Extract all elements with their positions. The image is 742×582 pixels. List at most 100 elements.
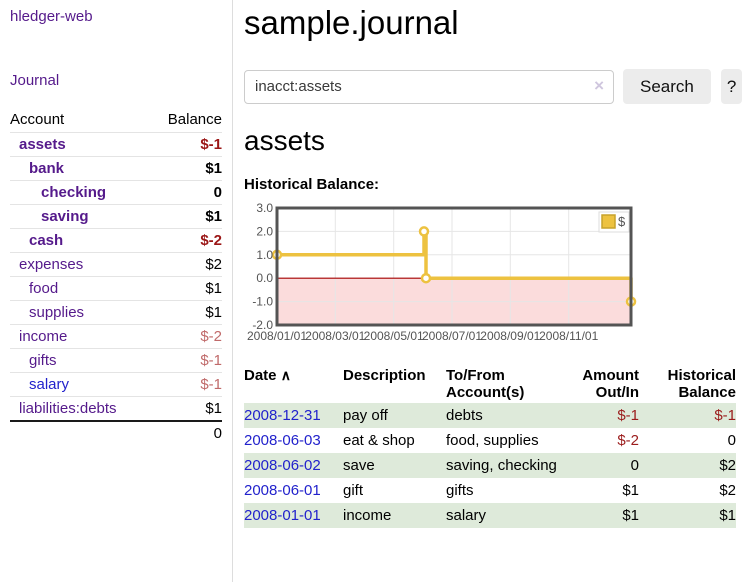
search-input[interactable] xyxy=(244,69,614,104)
register-header-balance: Historical Balance xyxy=(667,367,736,401)
account-row-food: food $1 xyxy=(10,276,222,301)
account-link-checking[interactable]: checking xyxy=(41,184,107,201)
transaction-description: pay off xyxy=(343,403,446,428)
transaction-amount: $-1 xyxy=(558,403,639,428)
accounts-total-value: 0 xyxy=(150,420,222,445)
register-header-date[interactable]: Date ∧ xyxy=(244,365,343,403)
transaction-amount: $1 xyxy=(622,482,639,499)
transaction-accounts: saving, checking xyxy=(446,453,558,478)
historical-balance-chart: $ 3.0 2.0 1.0 0.0 -1.0 -2.0 2008/01/01 2… xyxy=(247,201,637,343)
search-button[interactable]: Search xyxy=(623,69,711,104)
app-title-link[interactable]: hledger-web xyxy=(10,8,93,25)
accounts-table: Account Balance assets $-1 bank $1 check… xyxy=(10,108,222,445)
transaction-date-link[interactable]: 2008-12-31 xyxy=(244,407,321,424)
svg-text:-1.0: -1.0 xyxy=(252,295,273,309)
account-link-income[interactable]: income xyxy=(19,328,68,345)
account-row-cash: cash $-2 xyxy=(10,228,222,253)
account-balance: $-2 xyxy=(150,228,222,253)
sidebar-item-journal[interactable]: Journal xyxy=(10,72,60,89)
account-balance: $-1 xyxy=(150,132,222,157)
transaction-date-link[interactable]: 2008-01-01 xyxy=(244,507,321,524)
transaction-accounts: gifts xyxy=(446,482,474,499)
svg-text:-2.0: -2.0 xyxy=(252,318,273,332)
svg-text:2.0: 2.0 xyxy=(256,224,273,238)
transaction-date-link[interactable]: 2008-06-02 xyxy=(244,457,321,474)
register-row: 2008-06-03 eat & shop food, supplies $-2… xyxy=(244,428,736,453)
account-balance: $1 xyxy=(150,396,222,421)
svg-text:2008/09/01: 2008/09/01 xyxy=(480,329,540,343)
account-balance: $1 xyxy=(150,204,222,229)
clear-search-icon[interactable]: × xyxy=(594,75,604,95)
accounts-header-balance: Balance xyxy=(167,111,222,128)
account-row-supplies: supplies $1 xyxy=(10,300,222,325)
account-balance: $-1 xyxy=(150,348,222,373)
account-row-assets: assets $-1 xyxy=(10,132,222,157)
transaction-amount: 0 xyxy=(558,453,639,478)
transaction-accounts: debts xyxy=(446,403,558,428)
transaction-balance: $2 xyxy=(639,453,736,478)
page-title: sample.journal xyxy=(244,4,459,41)
account-link-food[interactable]: food xyxy=(29,280,59,297)
account-heading: assets xyxy=(244,125,325,156)
transaction-balance: $2 xyxy=(719,482,736,499)
register-header-description: Description xyxy=(343,367,426,384)
account-row-saving: saving $1 xyxy=(10,204,222,229)
account-balance: $-2 xyxy=(150,324,222,349)
y-axis-labels: 3.0 2.0 1.0 0.0 -1.0 -2.0 xyxy=(252,201,273,332)
help-button[interactable]: ? xyxy=(720,69,742,104)
account-balance: 0 xyxy=(150,180,222,205)
sidebar: hledger-web Journal Account Balance asse… xyxy=(0,0,233,582)
account-balance: $1 xyxy=(150,156,222,181)
svg-text:0.0: 0.0 xyxy=(256,271,273,285)
svg-text:2008/03/01: 2008/03/01 xyxy=(305,329,365,343)
accounts-total-row: 0 xyxy=(10,420,222,445)
account-balance: $1 xyxy=(150,276,222,301)
account-row-bank: bank $1 xyxy=(10,156,222,181)
svg-text:3.0: 3.0 xyxy=(256,201,273,215)
svg-text:1.0: 1.0 xyxy=(256,248,273,262)
transaction-balance: $1 xyxy=(639,503,736,528)
transaction-description: eat & shop xyxy=(343,432,415,449)
svg-text:2008/11/01: 2008/11/01 xyxy=(539,329,598,343)
register-table: Date ∧ Description To/From Account(s) Am… xyxy=(244,365,736,528)
account-balance: $2 xyxy=(150,252,222,277)
transaction-balance: 0 xyxy=(727,432,736,449)
negative-region xyxy=(278,278,630,324)
register-row: 2008-06-01 gift gifts $1 $2 xyxy=(244,478,736,503)
account-link-bank[interactable]: bank xyxy=(29,160,65,177)
account-row-gifts: gifts $-1 xyxy=(10,348,222,373)
sort-ascending-icon: ∧ xyxy=(280,367,291,383)
svg-text:2008/01/01: 2008/01/01 xyxy=(247,329,307,343)
x-axis-labels: 2008/01/01 2008/03/01 2008/05/01 2008/07… xyxy=(247,329,599,343)
transaction-date-link[interactable]: 2008-06-03 xyxy=(244,432,321,449)
account-row-expenses: expenses $2 xyxy=(10,252,222,277)
transaction-description: gift xyxy=(343,482,364,499)
accounts-total-spacer xyxy=(10,420,151,445)
register-row: 2008-01-01 income salary $1 $1 xyxy=(244,503,736,528)
chart-legend: $ xyxy=(598,211,630,233)
account-link-expenses[interactable]: expenses xyxy=(19,256,84,273)
account-row-income: income $-2 xyxy=(10,324,222,349)
register-row: 2008-06-02 save saving, checking 0 $2 xyxy=(244,453,736,478)
legend-label: $ xyxy=(618,214,626,229)
account-link-salary[interactable]: salary xyxy=(29,376,70,393)
account-row-salary: salary $-1 xyxy=(10,372,222,397)
transaction-date-link[interactable]: 2008-06-01 xyxy=(244,482,321,499)
account-link-cash[interactable]: cash xyxy=(29,232,64,249)
legend-swatch-icon xyxy=(601,214,616,229)
transaction-description: save xyxy=(343,453,446,478)
account-link-gifts[interactable]: gifts xyxy=(29,352,57,369)
plot-border xyxy=(275,206,633,327)
register-header-row: Date ∧ Description To/From Account(s) Am… xyxy=(244,365,736,403)
account-link-saving[interactable]: saving xyxy=(41,208,89,225)
account-balance: $1 xyxy=(150,300,222,325)
register-header-date-label: Date xyxy=(244,367,277,384)
account-link-assets[interactable]: assets xyxy=(19,136,66,153)
svg-text:2008/05/01: 2008/05/01 xyxy=(364,329,424,343)
register-header-accounts: To/From Account(s) xyxy=(446,367,525,401)
account-link-supplies[interactable]: supplies xyxy=(29,304,85,321)
accounts-header-account: Account xyxy=(10,111,65,128)
account-link-liabilities-debts[interactable]: liabilities:debts xyxy=(19,400,117,417)
transaction-amount: $-2 xyxy=(617,432,639,449)
main-content: sample.journal × Search ? assets Histori… xyxy=(244,0,742,528)
